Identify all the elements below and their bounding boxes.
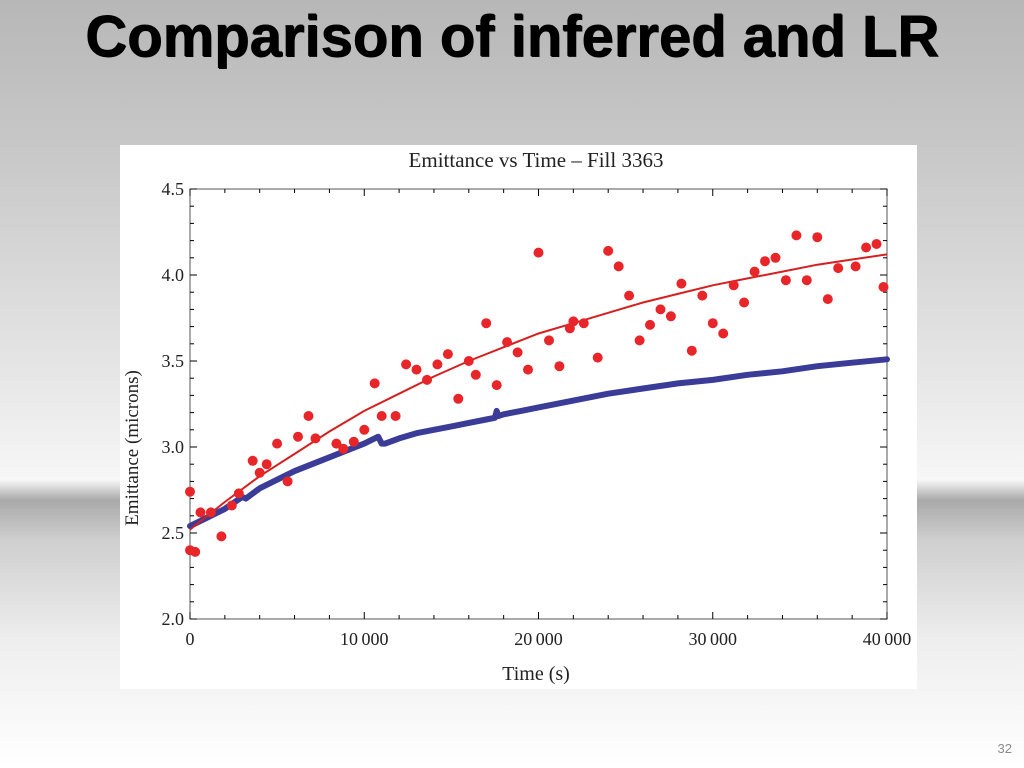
data-point bbox=[697, 290, 708, 301]
data-point bbox=[422, 374, 432, 385]
x-tick-label: 30 000 bbox=[688, 629, 737, 649]
data-point bbox=[578, 318, 589, 329]
measured-points-series bbox=[185, 230, 889, 557]
data-point bbox=[533, 247, 544, 258]
inferred-emittance-series bbox=[187, 356, 890, 530]
data-point bbox=[463, 356, 474, 366]
y-tick-label: 2.5 bbox=[162, 523, 185, 543]
data-point bbox=[359, 424, 370, 435]
data-point bbox=[390, 411, 401, 421]
data-point bbox=[205, 507, 216, 518]
data-point bbox=[442, 349, 453, 360]
data-point bbox=[634, 335, 645, 346]
data-point bbox=[544, 335, 554, 346]
data-point bbox=[523, 364, 533, 375]
data-point bbox=[293, 431, 303, 442]
data-point bbox=[676, 278, 687, 289]
x-axis-ticks: 0 10 000 20 000 30 000 40 000 bbox=[186, 189, 912, 649]
slide-title: Comparison of inferred and LR bbox=[85, 4, 939, 69]
x-tick-label: 10 000 bbox=[340, 629, 389, 649]
y-tick-label: 2.0 bbox=[162, 609, 185, 629]
data-point bbox=[833, 263, 844, 274]
chart-panel: Emittance vs Time – Fill 3363 2.0 2.5 3.0 3… bbox=[120, 145, 917, 689]
y-axis-label: Emittance (microns) bbox=[122, 370, 143, 526]
y-axis-ticks: 2.0 2.5 3.0 3.5 4.0 4.5 bbox=[162, 179, 887, 629]
data-point bbox=[195, 507, 206, 518]
data-point bbox=[749, 266, 760, 277]
data-point bbox=[247, 455, 258, 466]
data-point bbox=[481, 318, 492, 329]
page-number: 32 bbox=[997, 741, 1012, 756]
data-point bbox=[645, 319, 655, 330]
data-point bbox=[401, 359, 412, 370]
data-point bbox=[686, 345, 697, 356]
chart-title: Emittance vs Time – Fill 3363 bbox=[409, 148, 664, 172]
data-point bbox=[254, 467, 265, 478]
data-point bbox=[861, 242, 872, 253]
data-point bbox=[760, 256, 770, 267]
x-tick-label: 40 000 bbox=[863, 629, 912, 649]
data-point bbox=[728, 280, 739, 291]
data-point bbox=[261, 459, 272, 470]
data-point bbox=[348, 436, 359, 447]
data-point bbox=[338, 443, 349, 454]
data-point bbox=[376, 411, 387, 421]
data-point bbox=[470, 369, 481, 380]
data-point bbox=[850, 261, 861, 272]
data-point bbox=[272, 438, 283, 449]
inferred-emittance-line bbox=[187, 356, 890, 530]
data-point bbox=[603, 245, 614, 256]
y-tick-label: 3.5 bbox=[162, 351, 185, 371]
data-point bbox=[871, 239, 882, 249]
data-point bbox=[331, 438, 342, 449]
data-point bbox=[310, 433, 321, 444]
data-point bbox=[282, 476, 293, 487]
emittance-chart: Emittance vs Time – Fill 3363 2.0 2.5 3.0 3… bbox=[122, 148, 912, 685]
data-point bbox=[491, 380, 502, 391]
data-point bbox=[226, 500, 237, 511]
data-point bbox=[502, 337, 513, 348]
data-point bbox=[624, 290, 635, 301]
x-tick-label: 20 000 bbox=[514, 629, 563, 649]
data-point bbox=[411, 364, 422, 375]
data-point bbox=[791, 230, 802, 241]
data-point bbox=[568, 316, 579, 327]
x-axis-label: Time (s) bbox=[502, 663, 570, 685]
data-point bbox=[512, 347, 523, 358]
y-tick-label: 4.5 bbox=[162, 179, 185, 199]
y-tick-label: 3.0 bbox=[162, 437, 185, 457]
data-point bbox=[665, 311, 676, 322]
data-point bbox=[801, 275, 812, 286]
data-point bbox=[190, 546, 201, 557]
y-tick-label: 4.0 bbox=[162, 265, 185, 285]
data-point bbox=[216, 531, 227, 542]
data-point bbox=[878, 282, 889, 292]
data-point bbox=[554, 361, 565, 372]
data-point bbox=[739, 297, 750, 308]
data-point bbox=[592, 352, 603, 363]
data-point bbox=[707, 318, 718, 329]
data-point bbox=[369, 378, 380, 389]
data-point bbox=[655, 304, 666, 315]
data-point bbox=[233, 488, 244, 499]
data-point bbox=[453, 393, 464, 404]
data-point bbox=[432, 359, 443, 370]
data-point bbox=[780, 275, 791, 286]
data-point bbox=[303, 411, 314, 421]
data-point bbox=[613, 261, 624, 272]
fit-curve-series bbox=[189, 253, 888, 531]
data-point bbox=[812, 232, 823, 243]
data-point bbox=[185, 486, 195, 497]
data-point bbox=[718, 328, 729, 339]
data-point bbox=[770, 252, 781, 263]
fit-curve-line bbox=[189, 253, 888, 531]
x-tick-label: 0 bbox=[186, 629, 195, 649]
data-point bbox=[822, 294, 833, 305]
